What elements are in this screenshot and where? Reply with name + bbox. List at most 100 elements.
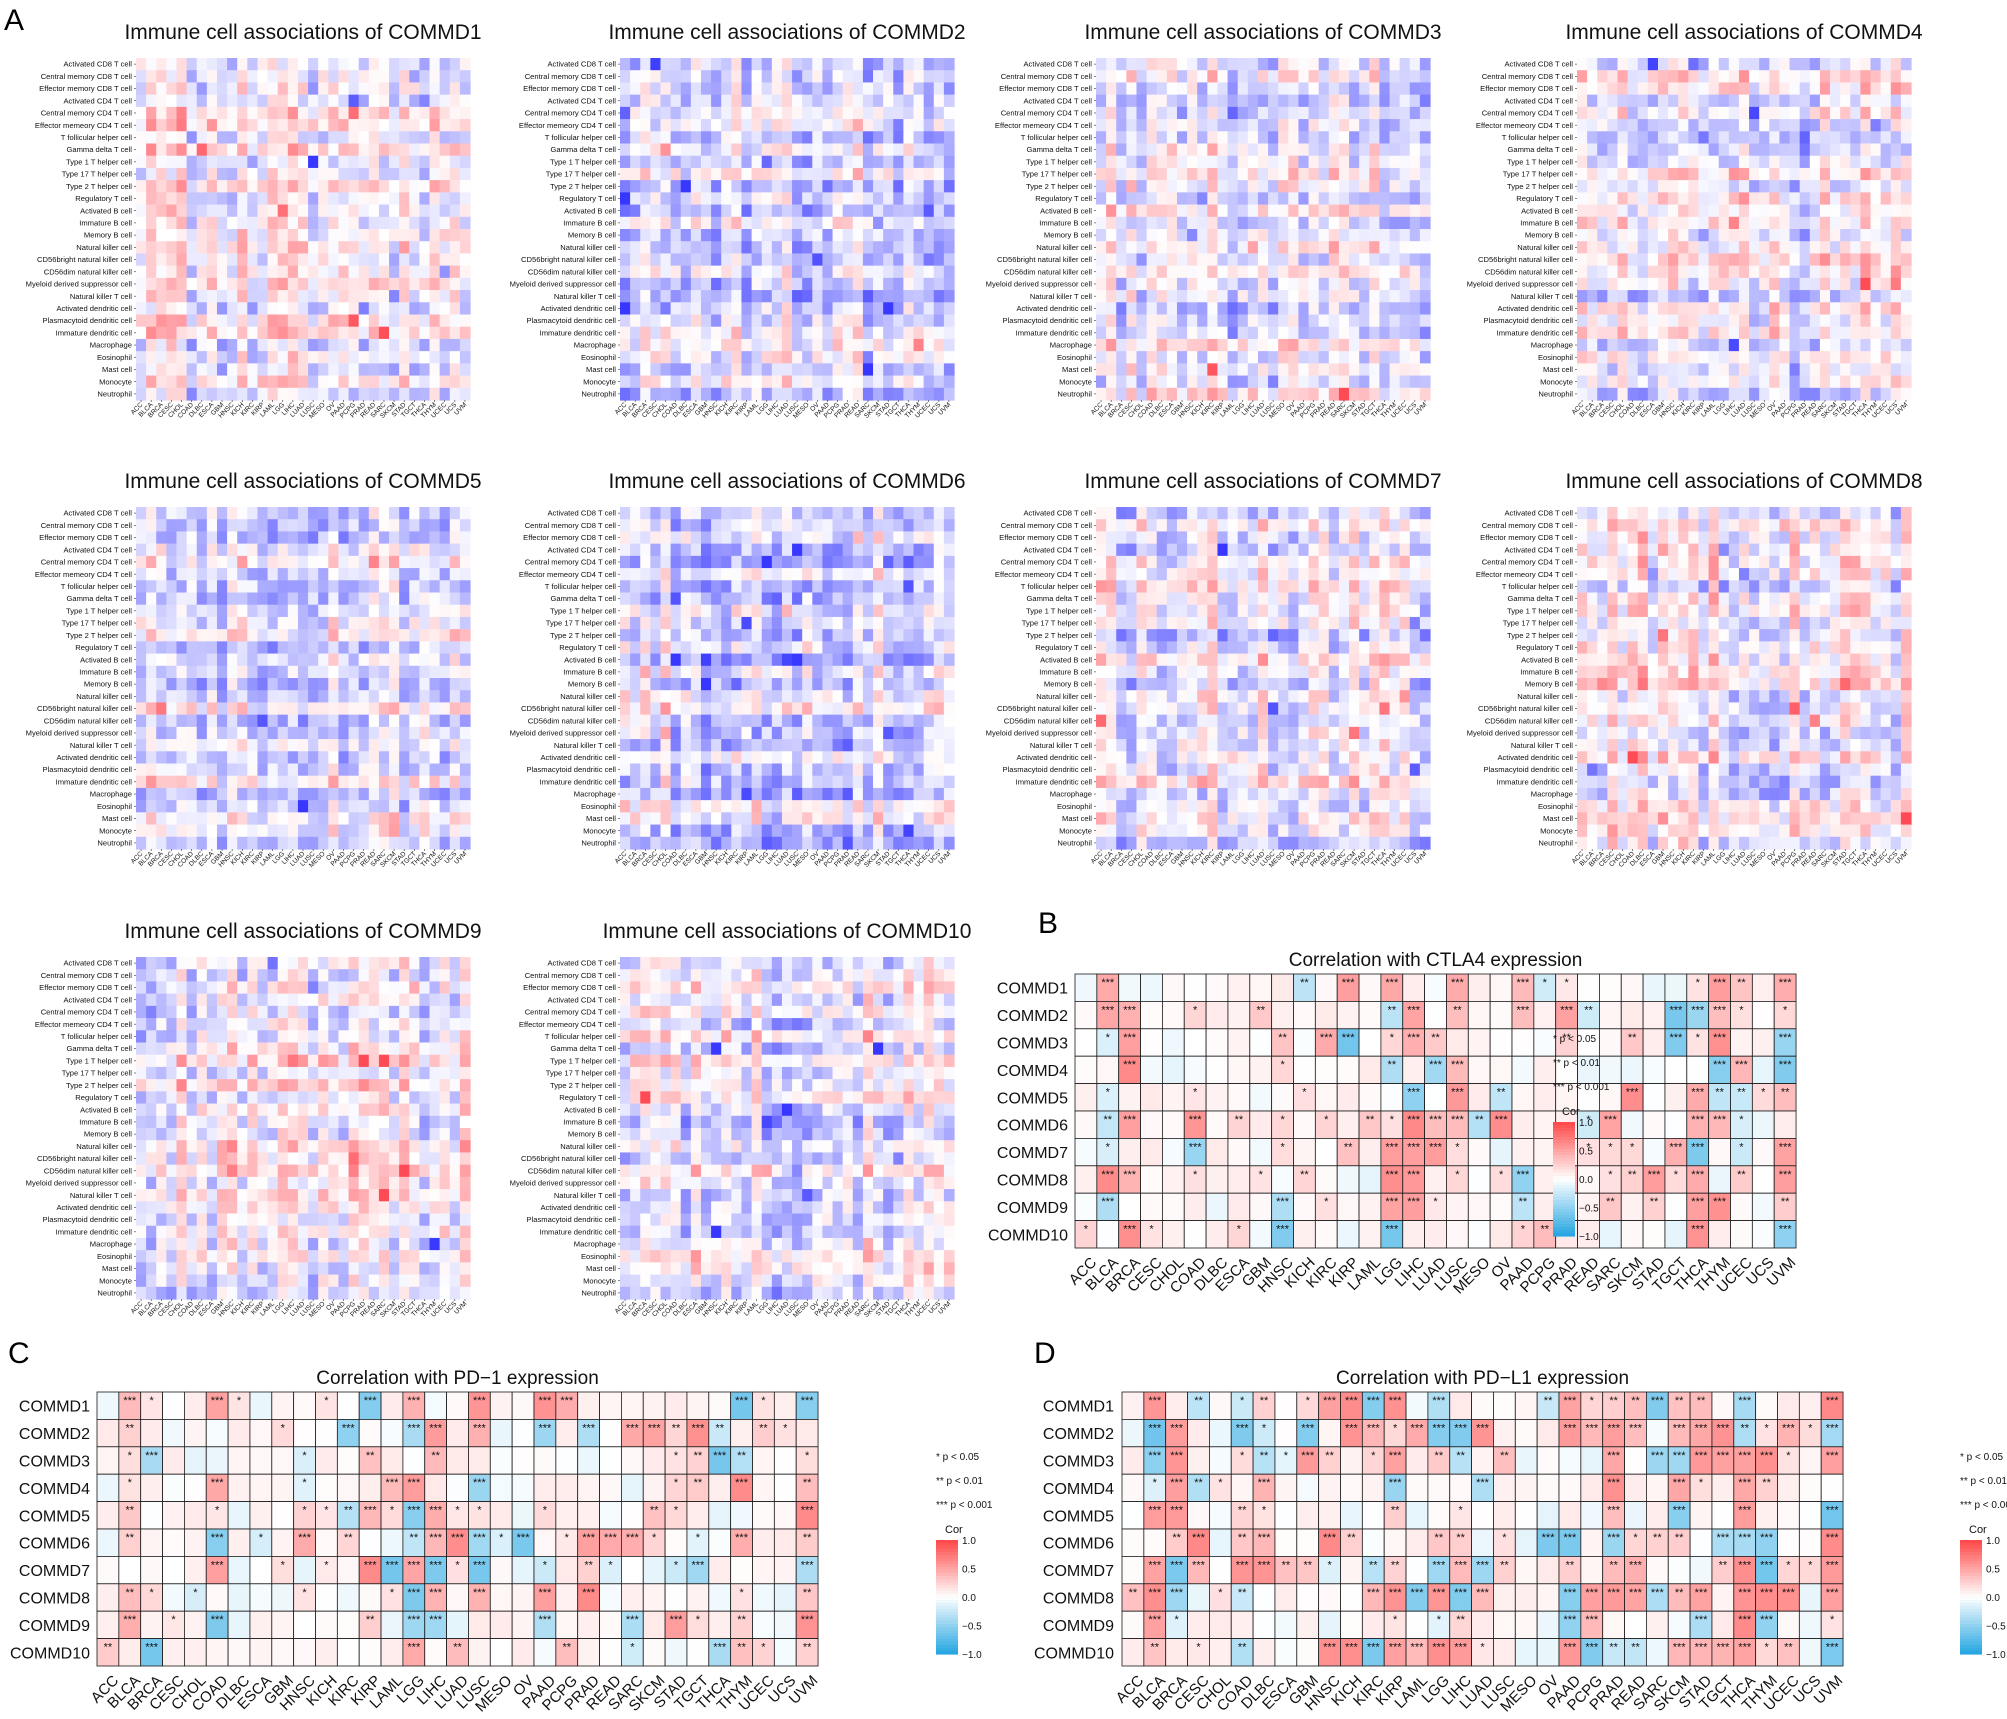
heatmap-cell [449,167,461,181]
heatmap-cell [1136,314,1148,328]
heatmap-cell [358,58,370,71]
heatmap-cell [227,82,238,96]
heatmap-cell [943,253,955,267]
heatmap-cell [893,180,904,193]
heatmap-cell [873,253,884,267]
heatmap-cell [1637,277,1649,291]
heatmap-cell [893,131,904,145]
heatmap-cell [1577,265,1588,279]
heatmap-cell [1379,58,1391,71]
heatmap-cell [1247,253,1259,267]
heatmap-cell [1328,180,1340,193]
heatmap-cell [368,531,380,545]
heatmap-cell [1769,180,1781,193]
heatmap-cell [1607,82,1619,96]
heatmap-cell [923,204,935,218]
heatmap-cell [439,94,451,108]
heatmap-cell [731,338,743,352]
heatmap-cell [1278,192,1289,206]
heatmap-cell [287,604,299,618]
heatmap-cell [842,58,854,71]
heatmap-cell [1698,302,1710,316]
heatmap-cell [449,665,461,679]
heatmap-cell [842,363,854,377]
heatmap-cell [1298,375,1310,389]
heatmap-cell [812,204,824,218]
heatmap-cell [1389,375,1401,389]
heatmap-cell [399,277,410,291]
heatmap-cell [660,82,672,96]
heatmap-cell [1627,229,1639,242]
heatmap-cell [1718,290,1730,303]
heatmap-cell [378,592,390,606]
heatmap-cell [287,351,299,364]
heatmap-cell [267,253,279,267]
heatmap-cell [146,94,157,108]
heatmap-cell [1678,204,1689,218]
heatmap-cell [156,302,167,316]
heatmap-cell [216,338,228,352]
heatmap-cell [186,302,198,316]
heatmap-cell [1349,131,1360,145]
heatmap-cell [389,58,400,71]
heatmap-cell [247,94,259,108]
heatmap-cell [237,326,248,340]
heatmap-cell [640,131,651,145]
heatmap-cell [1268,143,1279,157]
heatmap-cell [1597,265,1608,279]
heatmap-cell [700,363,712,377]
heatmap-cell [1156,58,1168,71]
heatmap-cell [156,787,167,801]
heatmap-cell [216,70,228,84]
heatmap-cell [1278,82,1289,96]
heatmap-cell [1819,82,1831,96]
heatmap-cell [348,568,360,581]
heatmap-cell [1597,277,1608,291]
heatmap-cell [1126,387,1138,401]
heatmap-cell [277,229,289,242]
heatmap-cell [893,265,904,279]
heatmap-cell [237,751,248,765]
heatmap-cell [409,714,420,728]
heatmap-cell [1409,241,1421,255]
heatmap-cell [1146,290,1158,303]
heatmap-cell [1890,253,1902,267]
heatmap-cell [267,387,279,401]
heatmap-cell [308,787,319,801]
heatmap-cell [1116,155,1127,169]
heatmap-cell [267,314,279,328]
heatmap-cell [923,106,935,120]
heatmap-cell [1789,216,1801,230]
y-tick-label: Activated B cell [1521,206,1573,215]
heatmap-cell [1237,241,1249,255]
heatmap-cell [862,338,874,352]
heatmap-cell [1187,94,1198,108]
heatmap-cell [297,204,309,218]
heatmap-cell [389,265,400,279]
heatmap-cell [721,204,732,218]
heatmap-cell [943,277,955,291]
heatmap-cell [1779,277,1791,291]
heatmap-cell [792,155,803,169]
heatmap-cell [1187,216,1198,230]
heatmap-cell [348,641,360,655]
heatmap-cell [862,265,874,279]
heatmap-cell [1359,70,1370,84]
heatmap-cell [711,143,722,157]
heatmap-cell [913,253,925,267]
heatmap-cell [1359,229,1370,242]
heatmap-cell [802,143,813,157]
heatmap-cell [771,216,783,230]
heatmap-cell [1738,265,1750,279]
heatmap-cell [1738,82,1750,96]
heatmap-cell [1308,265,1320,279]
heatmap-cell [1146,229,1158,242]
heatmap-cell [1217,155,1229,169]
heatmap-cell [943,326,955,340]
heatmap-cell [409,363,420,377]
heatmap-cell [358,167,370,181]
heatmap-cell [1759,314,1770,328]
heatmap-cell [1207,387,1219,401]
heatmap-cell [439,604,451,618]
heatmap-cell [287,375,299,389]
